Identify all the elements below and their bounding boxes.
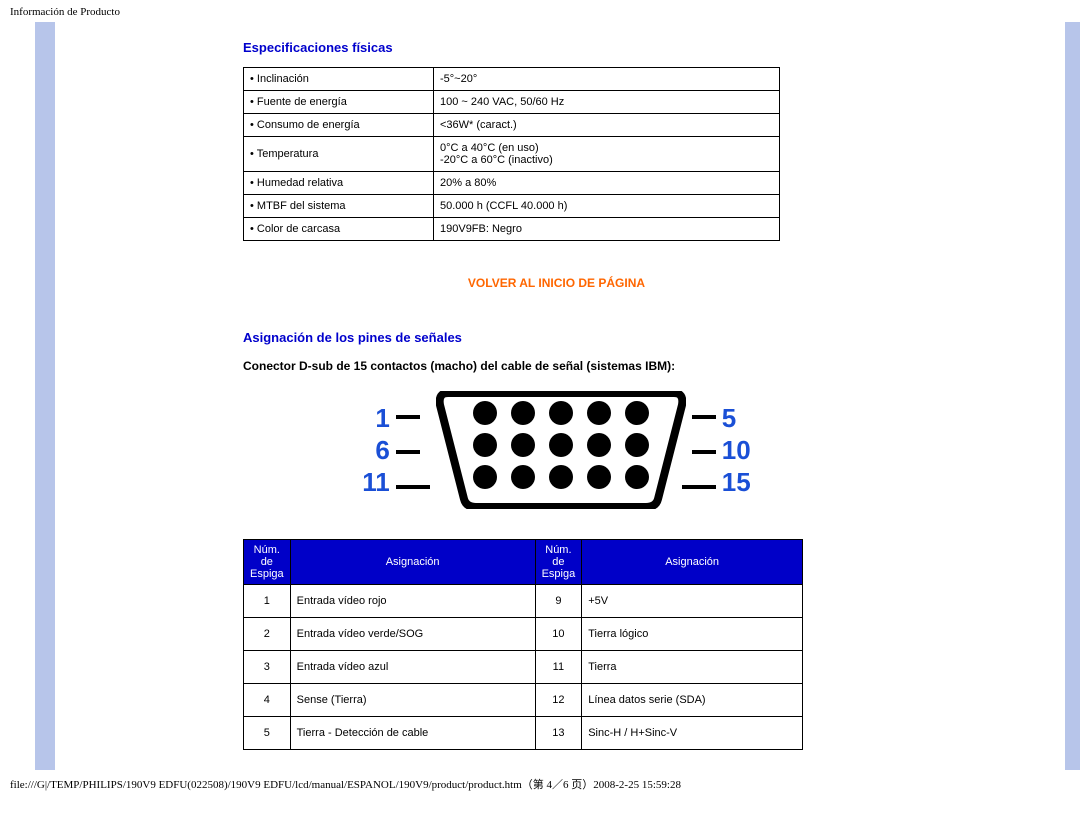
pin-icon xyxy=(587,401,611,425)
diagram-num: 1 xyxy=(362,405,390,431)
spec-cell: <36W* (caract.) xyxy=(434,114,780,137)
diagram-num: 6 xyxy=(362,437,390,463)
diagram-num: 11 xyxy=(362,469,390,495)
pin-cell: Sinc-H / H+Sinc-V xyxy=(582,717,803,750)
section-title-pins: Asignación de los pines de señales xyxy=(243,330,870,345)
pin-cell: +5V xyxy=(582,585,803,618)
spec-cell: 100 ~ 240 VAC, 50/60 Hz xyxy=(434,91,780,114)
spec-cell: 50.000 h (CCFL 40.000 h) xyxy=(434,195,780,218)
pin-cell: 1 xyxy=(244,585,291,618)
pin-assignment-table: Núm. de Espiga Asignación Núm. de Espiga… xyxy=(243,539,803,750)
pin-icon xyxy=(511,433,535,457)
pin-cell: Sense (Tierra) xyxy=(290,684,535,717)
pin-icon xyxy=(625,401,649,425)
pin-cell: 9 xyxy=(535,585,582,618)
pin-cell: 3 xyxy=(244,651,291,684)
left-rail xyxy=(35,22,55,770)
page-body: Especificaciones físicas • Inclinación-5… xyxy=(0,22,1080,770)
spec-cell: 0°C a 40°C (en uso)-20°C a 60°C (inactiv… xyxy=(434,137,780,172)
pin-cell: Entrada vídeo rojo xyxy=(290,585,535,618)
spec-cell: 20% a 80% xyxy=(434,172,780,195)
spec-cell: • MTBF del sistema xyxy=(244,195,434,218)
pin-row-3 xyxy=(473,465,649,489)
page-header: Información de Producto xyxy=(0,0,1080,22)
pin-cell: 12 xyxy=(535,684,582,717)
pin-cell: 2 xyxy=(244,618,291,651)
spec-cell: • Fuente de energía xyxy=(244,91,434,114)
diagram-num: 5 xyxy=(722,405,751,431)
pin-cell: 5 xyxy=(244,717,291,750)
footer-path: file:///G|/TEMP/PHILIPS/190V9 EDFU(02250… xyxy=(0,770,1080,798)
connector-caption: Conector D-sub de 15 contactos (macho) d… xyxy=(243,359,870,373)
pin-cell: 11 xyxy=(535,651,582,684)
pin-cell: 10 xyxy=(535,618,582,651)
diagram-left-numbers: 1 6 11 xyxy=(362,405,390,495)
pin-row-2 xyxy=(473,433,649,457)
pin-th-assign: Asignación xyxy=(582,540,803,585)
pin-cell: 13 xyxy=(535,717,582,750)
pin-icon xyxy=(473,401,497,425)
pin-icon xyxy=(549,433,573,457)
pin-icon xyxy=(473,433,497,457)
pin-icon xyxy=(549,465,573,489)
diagram-num: 10 xyxy=(722,437,751,463)
spec-cell: • Color de carcasa xyxy=(244,218,434,241)
content-area: Especificaciones físicas • Inclinación-5… xyxy=(55,22,870,770)
pin-icon xyxy=(511,465,535,489)
pin-cell: Entrada vídeo azul xyxy=(290,651,535,684)
pin-icon xyxy=(473,465,497,489)
spec-cell: • Humedad relativa xyxy=(244,172,434,195)
diagram-right-numbers: 5 10 15 xyxy=(722,405,751,495)
pin-cell: Entrada vídeo verde/SOG xyxy=(290,618,535,651)
pin-row-1 xyxy=(473,401,649,425)
spec-cell: • Consumo de energía xyxy=(244,114,434,137)
pin-cell: Tierra - Detección de cable xyxy=(290,717,535,750)
spec-cell: 190V9FB: Negro xyxy=(434,218,780,241)
pin-th-num: Núm. de Espiga xyxy=(244,540,291,585)
pin-cell: Tierra xyxy=(582,651,803,684)
spec-cell: • Inclinación xyxy=(244,68,434,91)
pin-cell: Línea datos serie (SDA) xyxy=(582,684,803,717)
back-to-top-link[interactable]: VOLVER AL INICIO DE PÁGINA xyxy=(468,276,645,290)
pin-icon xyxy=(625,433,649,457)
back-to-top-wrap: VOLVER AL INICIO DE PÁGINA xyxy=(243,276,870,290)
lead-lines-right xyxy=(692,415,716,489)
pin-icon xyxy=(587,433,611,457)
diagram-num: 15 xyxy=(722,469,751,495)
pin-icon xyxy=(511,401,535,425)
pin-th-num: Núm. de Espiga xyxy=(535,540,582,585)
right-rail xyxy=(1065,22,1080,770)
pin-th-assign: Asignación xyxy=(290,540,535,585)
pin-cell: 4 xyxy=(244,684,291,717)
lead-lines-left xyxy=(396,415,430,489)
pin-icon xyxy=(587,465,611,489)
connector-diagram: 1 6 11 xyxy=(243,391,870,509)
pin-icon xyxy=(549,401,573,425)
pin-cell: Tierra lógico xyxy=(582,618,803,651)
spec-cell: -5°~20° xyxy=(434,68,780,91)
spec-cell: • Temperatura xyxy=(244,137,434,172)
pin-icon xyxy=(625,465,649,489)
section-title-physical: Especificaciones físicas xyxy=(243,40,870,55)
physical-spec-table: • Inclinación-5°~20°• Fuente de energía1… xyxy=(243,67,780,241)
connector-shell xyxy=(436,391,686,509)
